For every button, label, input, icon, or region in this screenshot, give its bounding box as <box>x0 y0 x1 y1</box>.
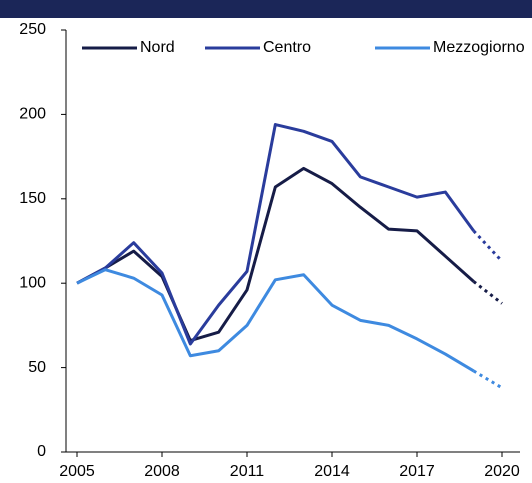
series-line-dotted <box>472 369 503 390</box>
series-line <box>76 166 475 343</box>
legend-label: Nord <box>140 39 175 56</box>
x-tick-label: 2005 <box>59 463 95 480</box>
y-tick-label: 250 <box>19 21 46 38</box>
y-tick-label: 150 <box>19 190 46 207</box>
legend-label: Centro <box>263 39 311 56</box>
series-line-dotted <box>472 280 503 305</box>
y-tick-label: 0 <box>37 443 46 460</box>
x-tick-label: 2011 <box>230 463 265 480</box>
series-line-dotted <box>472 229 504 263</box>
x-tick-label: 2017 <box>399 463 435 480</box>
series-line <box>76 268 475 373</box>
y-tick-label: 100 <box>19 274 46 291</box>
series-line <box>76 123 475 346</box>
y-tick-label: 200 <box>19 106 46 123</box>
header-band <box>0 0 532 18</box>
x-tick-label: 2014 <box>314 463 350 480</box>
y-tick-label: 50 <box>28 359 46 376</box>
x-tick-label: 2020 <box>484 463 520 480</box>
legend-label: Mezzogiorno <box>433 39 525 56</box>
x-tick-label: 2008 <box>144 463 180 480</box>
